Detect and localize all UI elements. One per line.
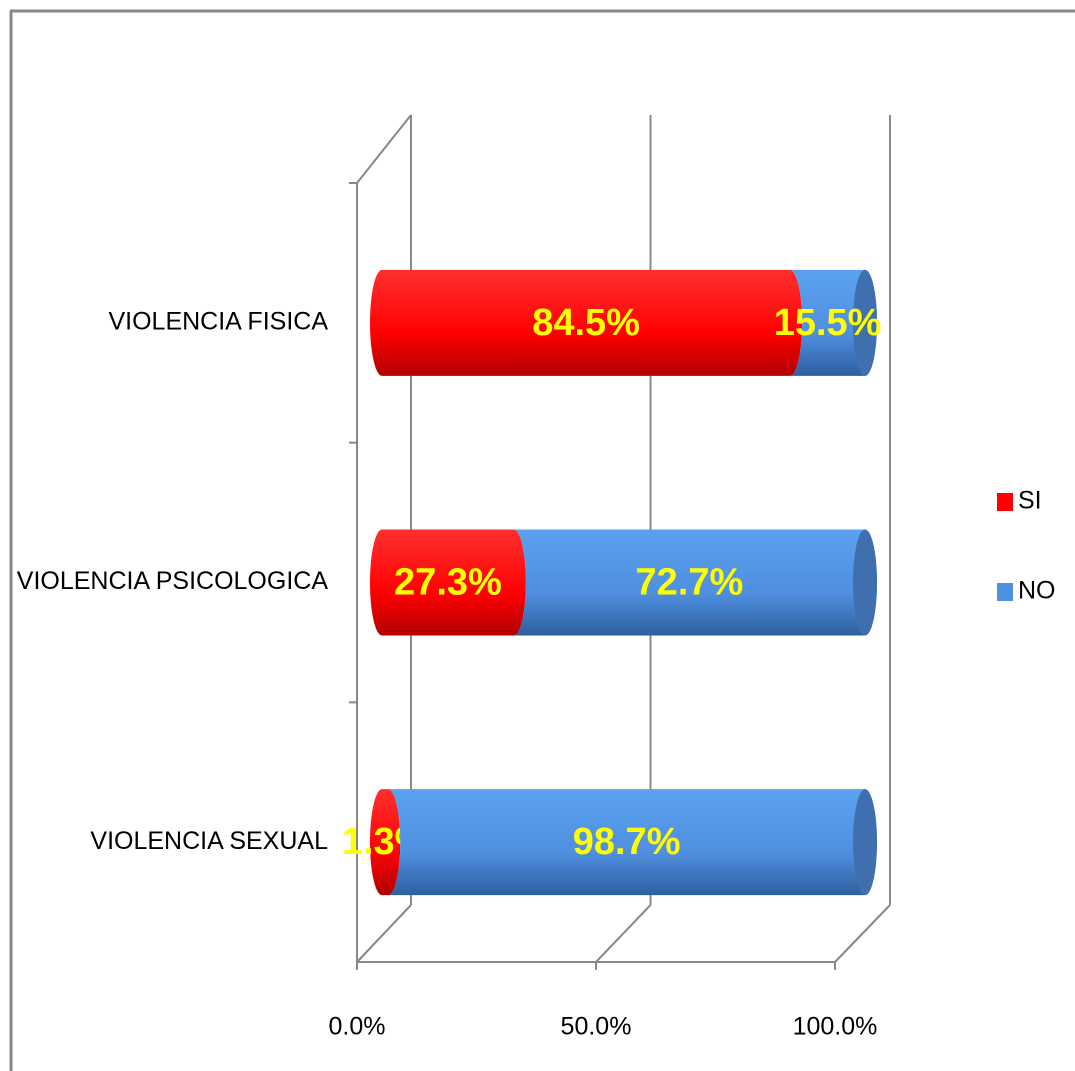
y-tick-label: VIOLENCIA SEXUAL xyxy=(90,827,328,855)
x-tick-label: 50.0% xyxy=(561,1013,632,1041)
value-label: 98.7% xyxy=(573,821,681,863)
bar-cap xyxy=(853,269,877,376)
bar-segment xyxy=(370,529,526,636)
value-label: 84.5% xyxy=(532,302,640,344)
grid-floor xyxy=(356,904,412,963)
bar-segment xyxy=(370,789,401,896)
value-label: 27.3% xyxy=(394,562,502,604)
x-tick-label: 0.0% xyxy=(329,1013,386,1041)
legend-label: SI xyxy=(1018,487,1042,515)
value-label: 15.5% xyxy=(774,302,882,344)
grid-floor xyxy=(595,904,652,963)
grid-floor xyxy=(834,904,891,963)
bar-cap xyxy=(853,529,877,636)
value-label: 72.7% xyxy=(636,562,744,604)
y-tick-label: VIOLENCIA PSICOLOGICA xyxy=(17,567,329,595)
legend-swatch xyxy=(997,583,1013,601)
x-tick-label: 100.0% xyxy=(793,1013,878,1041)
bar-segment xyxy=(388,789,877,896)
bar-segment xyxy=(513,529,877,636)
legend-swatch xyxy=(997,493,1013,511)
bar-segment xyxy=(370,269,803,376)
bar-cap xyxy=(853,789,877,896)
y-tick-label: VIOLENCIA FISICA xyxy=(108,307,328,335)
legend-label: NO xyxy=(1018,577,1056,605)
